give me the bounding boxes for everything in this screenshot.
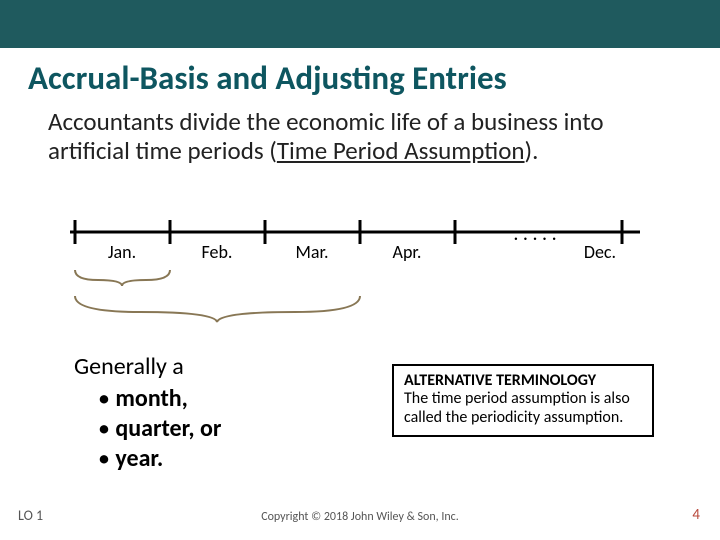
altbox-heading: ALTERNATIVE TERMINOLOGY <box>404 372 642 390</box>
list-item-month: • month, <box>74 384 221 414</box>
altbox-text: The time period assumption is also calle… <box>404 390 642 427</box>
top-bar <box>0 0 720 48</box>
timeline-month-dec: Dec. <box>584 241 616 263</box>
timeline-diagram: Jan. Feb. Mar. Apr. . . . . . Dec. <box>60 214 660 334</box>
copyright: Copyright © 2018 John Wiley & Son, Inc. <box>0 510 720 524</box>
slide-title: Accrual-Basis and Adjusting Entries <box>0 48 720 98</box>
bullet-icon: • <box>98 384 110 413</box>
list-item-year: • year. <box>74 444 221 474</box>
brace-month <box>75 270 170 286</box>
list-lead: Generally a <box>74 352 221 384</box>
list-item-text: month, <box>115 384 187 413</box>
timeline-month-feb: Feb. <box>202 241 233 263</box>
body-underlined: Time Period Assumption <box>277 135 525 166</box>
alternative-terminology-box: ALTERNATIVE TERMINOLOGY The time period … <box>392 364 654 437</box>
timeline-month-jan: Jan. <box>108 241 136 263</box>
timeline-ellipsis: . . . . . <box>513 222 556 246</box>
list-item-text: quarter, or <box>115 414 221 443</box>
page-number: 4 <box>692 506 700 524</box>
bullet-icon: • <box>98 444 110 473</box>
list-item-text: year. <box>115 444 163 473</box>
timeline-month-apr: Apr. <box>393 241 422 263</box>
list-item-quarter: • quarter, or <box>74 414 221 444</box>
generally-list: Generally a • month, • quarter, or • yea… <box>74 352 221 474</box>
timeline-month-mar: Mar. <box>295 241 328 263</box>
body-paragraph: Accountants divide the economic life of … <box>0 98 720 166</box>
bullet-icon: • <box>98 414 110 443</box>
brace-quarter <box>75 296 360 322</box>
body-post: ). <box>525 135 539 166</box>
